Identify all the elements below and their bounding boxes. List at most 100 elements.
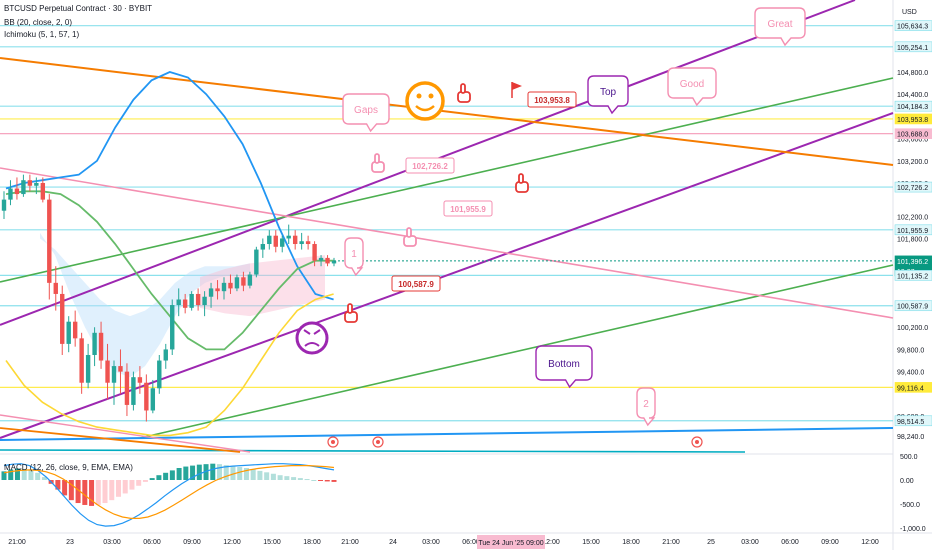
candle-body bbox=[8, 188, 13, 200]
candle[interactable] bbox=[98, 321, 104, 369]
speech-bubble[interactable]: 2 bbox=[636, 387, 656, 427]
speech-bubble[interactable]: Great bbox=[754, 7, 806, 47]
orange-lower-line[interactable] bbox=[0, 427, 241, 453]
macd-histogram-bar bbox=[14, 468, 20, 480]
macd-histogram-bar bbox=[156, 475, 162, 480]
speech-bubble-shape bbox=[344, 237, 364, 277]
price-badge[interactable]: 104,184.3 bbox=[894, 100, 932, 112]
price-callout[interactable]: 103,953.8 bbox=[527, 91, 577, 108]
candle[interactable] bbox=[267, 230, 272, 250]
candle[interactable] bbox=[47, 194, 52, 300]
candle[interactable] bbox=[170, 299, 175, 355]
price-callout[interactable]: 101,955.9 bbox=[443, 200, 493, 217]
candle[interactable] bbox=[79, 332, 84, 394]
candle[interactable] bbox=[221, 277, 227, 300]
price-callout[interactable]: 102,726.2 bbox=[405, 157, 455, 174]
price-badge[interactable]: 99,116.4 bbox=[894, 382, 932, 393]
candle[interactable] bbox=[150, 379, 156, 414]
candle[interactable] bbox=[85, 343, 91, 389]
candle[interactable] bbox=[124, 363, 130, 417]
lightning-event-icon[interactable] bbox=[327, 436, 339, 448]
price-badge[interactable]: 103,953.8 bbox=[894, 113, 932, 125]
candle[interactable] bbox=[1, 191, 7, 220]
price-badge[interactable]: 102,726.2 bbox=[894, 181, 932, 193]
purple-channel-lower[interactable] bbox=[0, 112, 894, 439]
candle[interactable] bbox=[247, 271, 253, 289]
candle[interactable] bbox=[144, 374, 149, 422]
smiley-face-icon bbox=[405, 81, 445, 121]
speech-bubble[interactable]: Good bbox=[667, 67, 717, 107]
candle[interactable] bbox=[228, 274, 233, 294]
candle[interactable] bbox=[60, 285, 65, 355]
candle[interactable] bbox=[215, 280, 220, 300]
candle[interactable] bbox=[14, 177, 20, 200]
candle[interactable] bbox=[21, 174, 26, 197]
orange-descending-line[interactable] bbox=[0, 57, 894, 166]
price-badge[interactable]: 105,254.1 bbox=[894, 41, 932, 53]
price-badge[interactable]: 101,135.2 bbox=[894, 270, 932, 281]
candle[interactable] bbox=[254, 246, 259, 278]
candle[interactable] bbox=[8, 180, 13, 206]
speech-bubble[interactable]: Top bbox=[587, 75, 629, 115]
candle[interactable] bbox=[34, 177, 39, 195]
candle[interactable] bbox=[273, 230, 278, 253]
pink-lower-line[interactable] bbox=[0, 414, 251, 453]
candle[interactable] bbox=[182, 293, 188, 314]
green-trend-upper[interactable] bbox=[0, 77, 894, 283]
candle[interactable] bbox=[40, 177, 46, 203]
teal-support-line[interactable] bbox=[0, 449, 746, 453]
bb-legend[interactable]: BB (20, close, 2, 0) bbox=[4, 18, 72, 27]
candle[interactable] bbox=[105, 343, 110, 400]
candle-body bbox=[85, 354, 91, 383]
symbol-legend[interactable]: BTCUSD Perpetual Contract · 30 · BYBIT bbox=[4, 4, 152, 13]
candle[interactable] bbox=[189, 291, 194, 311]
pink-descending-line[interactable] bbox=[0, 167, 894, 319]
macd-legend[interactable]: MACD (12, 26, close, 9, EMA, EMA) bbox=[4, 463, 133, 472]
speech-bubble[interactable]: Gaps bbox=[342, 93, 390, 133]
candle[interactable] bbox=[72, 310, 78, 347]
candle[interactable] bbox=[157, 354, 162, 394]
candle[interactable] bbox=[292, 230, 298, 250]
candle[interactable] bbox=[331, 257, 337, 267]
price-callout-text: 101,955.9 bbox=[450, 205, 486, 214]
candle[interactable] bbox=[260, 238, 266, 258]
candle[interactable] bbox=[66, 316, 71, 353]
speech-bubble[interactable]: 1 bbox=[344, 237, 364, 277]
candle[interactable] bbox=[312, 241, 317, 267]
candle[interactable] bbox=[53, 266, 58, 311]
candle[interactable] bbox=[163, 343, 168, 369]
us-flag-event-icon[interactable] bbox=[372, 436, 384, 448]
blue-support-line[interactable] bbox=[0, 427, 894, 441]
candle[interactable] bbox=[176, 288, 181, 317]
candle[interactable] bbox=[241, 271, 246, 292]
green-trend-lower[interactable] bbox=[139, 264, 894, 439]
speech-bubble-shape bbox=[587, 75, 629, 115]
candle[interactable] bbox=[305, 235, 311, 250]
candle[interactable] bbox=[318, 255, 324, 267]
candle[interactable] bbox=[195, 288, 201, 311]
candle[interactable] bbox=[286, 224, 291, 245]
price-callout[interactable]: 100,587.9 bbox=[391, 275, 441, 292]
candle[interactable] bbox=[118, 349, 123, 394]
candle[interactable] bbox=[299, 232, 304, 250]
candle[interactable] bbox=[27, 174, 33, 192]
candle[interactable] bbox=[131, 371, 136, 411]
price-badge[interactable]: 105,634.3 bbox=[894, 20, 932, 32]
ichimoku-legend[interactable]: Ichimoku (5, 1, 57, 1) bbox=[4, 30, 79, 39]
price-badge[interactable]: 98,514.5 bbox=[894, 415, 932, 427]
candle[interactable] bbox=[202, 291, 207, 317]
candle[interactable] bbox=[325, 255, 330, 267]
candle[interactable] bbox=[137, 366, 143, 394]
candle[interactable] bbox=[234, 274, 240, 292]
candle[interactable] bbox=[208, 282, 214, 308]
speech-bubble[interactable]: Bottom bbox=[535, 345, 593, 389]
us-flag-event-icon[interactable] bbox=[691, 436, 703, 448]
price-badge[interactable]: 103,688.0 bbox=[894, 128, 932, 140]
price-badge[interactable]: 100,587.9 bbox=[894, 300, 932, 312]
candle[interactable] bbox=[92, 327, 97, 367]
candle[interactable] bbox=[111, 360, 117, 405]
price-badge[interactable]: 101,955.9 bbox=[894, 224, 932, 236]
candle[interactable] bbox=[280, 235, 285, 253]
